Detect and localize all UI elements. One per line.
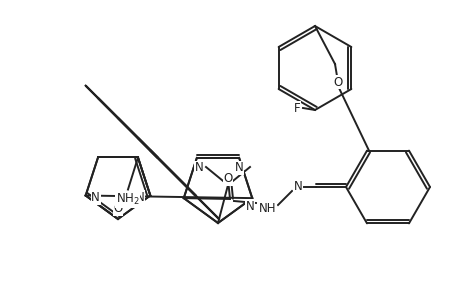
Text: N: N <box>234 161 243 174</box>
Text: N: N <box>245 200 254 213</box>
Text: NH: NH <box>259 202 276 215</box>
Text: N: N <box>136 191 145 204</box>
Text: N: N <box>91 191 100 204</box>
Text: O: O <box>333 76 342 88</box>
Text: N: N <box>194 161 203 174</box>
Text: NH$_2$: NH$_2$ <box>116 192 140 207</box>
Text: F: F <box>293 101 300 115</box>
Text: N: N <box>293 181 302 194</box>
Text: O: O <box>223 172 232 185</box>
Text: O: O <box>113 202 123 215</box>
